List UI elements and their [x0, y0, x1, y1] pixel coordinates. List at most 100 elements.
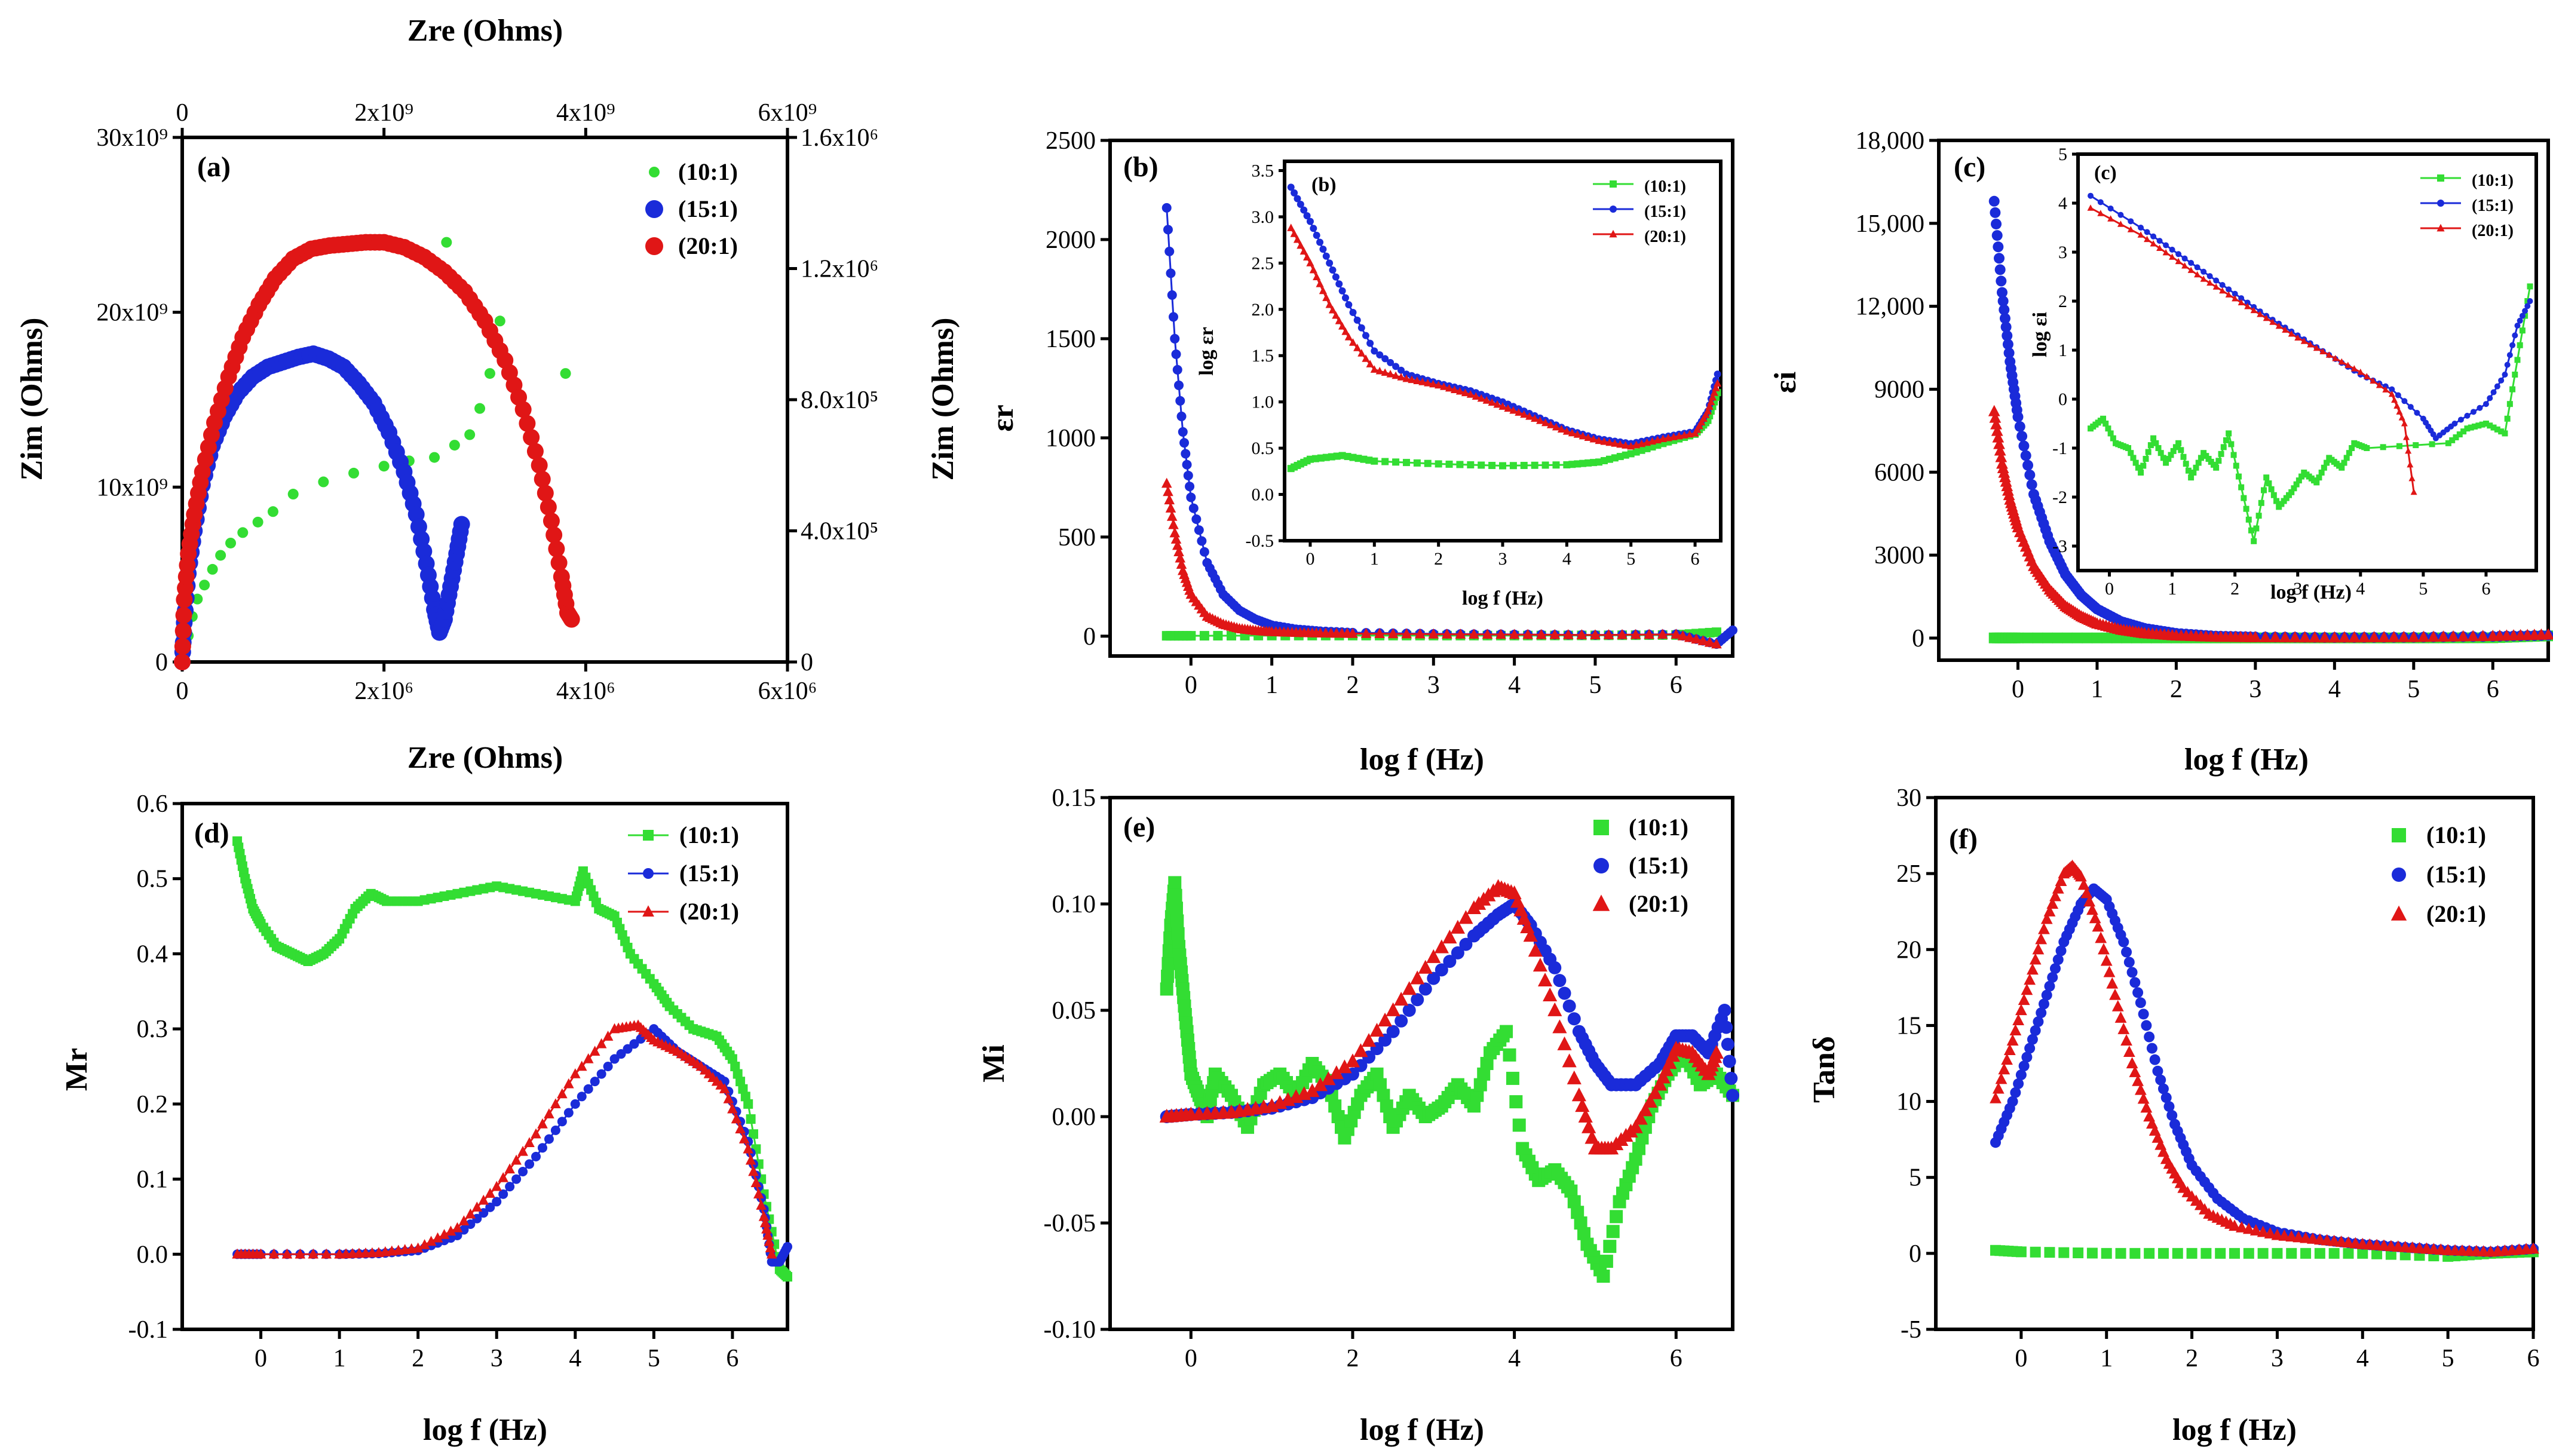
data-point [2475, 422, 2482, 429]
data-point [2114, 1011, 2127, 1023]
data-point [1993, 437, 2005, 449]
data-point [1337, 1059, 1352, 1074]
legend-marker [2392, 828, 2406, 842]
data-point [2219, 287, 2226, 294]
data-point [2000, 321, 2012, 333]
x-tick-label: 6 [2481, 579, 2490, 599]
data-point [2388, 390, 2395, 397]
data-point [2111, 632, 2123, 643]
data-point [1338, 287, 1346, 295]
y-tick-label: -0.5 [1246, 531, 1274, 551]
data-point [2289, 631, 2301, 643]
data-point [2140, 462, 2147, 469]
data-point [2129, 977, 2141, 988]
data-point [1361, 1033, 1377, 1047]
data-point [1306, 259, 1314, 266]
data-point [1291, 189, 1298, 197]
data-point [1380, 1099, 1393, 1113]
y-tick-label: 0.1 [137, 1166, 168, 1194]
data-point [518, 1167, 528, 1176]
x-tick-label: 0 [1185, 1345, 1197, 1372]
data-point [2086, 903, 2098, 915]
data-point [531, 456, 548, 474]
data-point [1558, 986, 1571, 1000]
data-point [2012, 632, 2024, 643]
data-point [1455, 387, 1464, 395]
data-point [2087, 204, 2094, 211]
legend-label: (10:1) [1644, 177, 1686, 196]
y-tick-label: 0.0 [137, 1241, 168, 1268]
data-point [1478, 461, 1485, 469]
data-point [746, 1114, 756, 1124]
data-point [1991, 230, 2003, 241]
data-point [1443, 955, 1457, 968]
data-point [2295, 477, 2302, 484]
data-point [2401, 398, 2408, 404]
data-point [2170, 447, 2177, 454]
data-point [1166, 268, 1176, 278]
data-point [2502, 372, 2508, 378]
y-tick-label: 3.5 [1252, 161, 1274, 180]
data-point [2248, 527, 2254, 534]
data-point [491, 1181, 502, 1191]
x-tick-label: 0 [2015, 1345, 2027, 1372]
data-point [419, 1239, 430, 1249]
data-point [1316, 280, 1324, 287]
data-point [2472, 423, 2478, 430]
data-point [2357, 1247, 2368, 1259]
x-tick-label: 3 [1498, 549, 1507, 569]
data-point [2428, 630, 2439, 642]
data-point [2350, 365, 2358, 372]
x-tick-label: 4 [1508, 1345, 1521, 1372]
data-point [1426, 949, 1441, 963]
data-point [2449, 437, 2456, 443]
data-point [2092, 920, 2104, 932]
data-point [1376, 351, 1384, 358]
data-point [1599, 1255, 1613, 1268]
data-point [1992, 431, 2005, 443]
data-point [1377, 1089, 1390, 1102]
x-tick-label: 1 [333, 1345, 346, 1372]
y-tick-label: 2500 [1046, 127, 1096, 155]
data-point [1500, 1025, 1513, 1038]
data-point [2229, 1247, 2240, 1259]
x-axis-title: log f (Hz) [423, 1413, 547, 1447]
data-point [1718, 1004, 1731, 1017]
series-(15:1) [174, 345, 470, 670]
data-point [268, 1248, 280, 1259]
data-point [1386, 370, 1395, 378]
data-point [1353, 316, 1361, 324]
data-point [1341, 327, 1350, 335]
data-point [1172, 364, 1182, 375]
data-point [492, 1197, 502, 1207]
data-point [1589, 434, 1598, 443]
data-point [458, 1215, 470, 1225]
data-point [199, 580, 210, 591]
data-point [2298, 473, 2305, 480]
data-point [2012, 1014, 2024, 1026]
y-tick-label: 30x10⁹ [96, 124, 168, 152]
data-point [723, 1093, 734, 1104]
data-point [1472, 392, 1480, 400]
data-point [1319, 246, 1327, 253]
x-tick-label: 1 [2100, 1345, 2113, 1372]
data-point [2121, 946, 2132, 958]
data-point [2396, 443, 2402, 449]
data-point [1168, 876, 1182, 890]
data-point [2407, 404, 2414, 410]
legend-marker [645, 200, 663, 218]
data-point [766, 1248, 777, 1259]
data-point [2261, 487, 2267, 493]
y-tick-label: 0.3 [137, 1016, 168, 1043]
data-point [761, 1223, 772, 1234]
data-point [753, 1188, 764, 1198]
data-point [557, 1088, 568, 1099]
data-point [1362, 354, 1370, 362]
data-point [2363, 373, 2370, 379]
data-point [2073, 1247, 2084, 1259]
data-point [2324, 459, 2330, 466]
data-point [2271, 1228, 2284, 1240]
data-point [735, 1077, 746, 1087]
x-tick-label: 3 [1427, 672, 1440, 699]
data-point [2098, 943, 2110, 955]
